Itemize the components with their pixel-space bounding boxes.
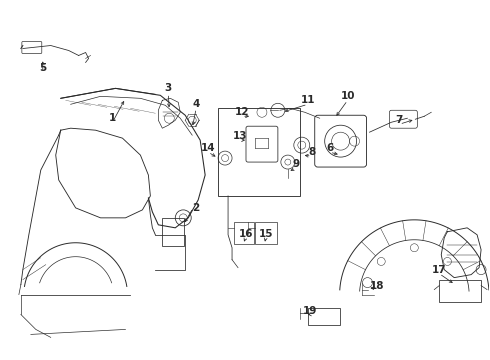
Text: 6: 6 — [326, 143, 333, 153]
Text: 19: 19 — [302, 306, 317, 316]
Text: 12: 12 — [235, 107, 249, 117]
Text: 13: 13 — [233, 131, 247, 141]
Text: 1: 1 — [109, 113, 116, 123]
Bar — [162, 218, 184, 246]
Text: 14: 14 — [201, 143, 216, 153]
Text: 11: 11 — [300, 95, 315, 105]
Bar — [308, 307, 340, 325]
Bar — [234, 222, 254, 244]
Text: 7: 7 — [396, 115, 403, 125]
Text: 15: 15 — [259, 229, 273, 239]
Text: 10: 10 — [341, 91, 355, 101]
Text: 16: 16 — [239, 229, 253, 239]
Text: 2: 2 — [193, 203, 200, 213]
Bar — [255, 222, 277, 244]
Text: 9: 9 — [292, 159, 299, 169]
Text: 4: 4 — [193, 99, 200, 109]
Bar — [218, 108, 300, 196]
Text: 17: 17 — [432, 265, 446, 275]
Text: 3: 3 — [165, 84, 172, 93]
Text: 18: 18 — [370, 280, 385, 291]
Text: 5: 5 — [39, 63, 47, 73]
Text: 8: 8 — [308, 147, 316, 157]
Bar — [439, 280, 481, 302]
